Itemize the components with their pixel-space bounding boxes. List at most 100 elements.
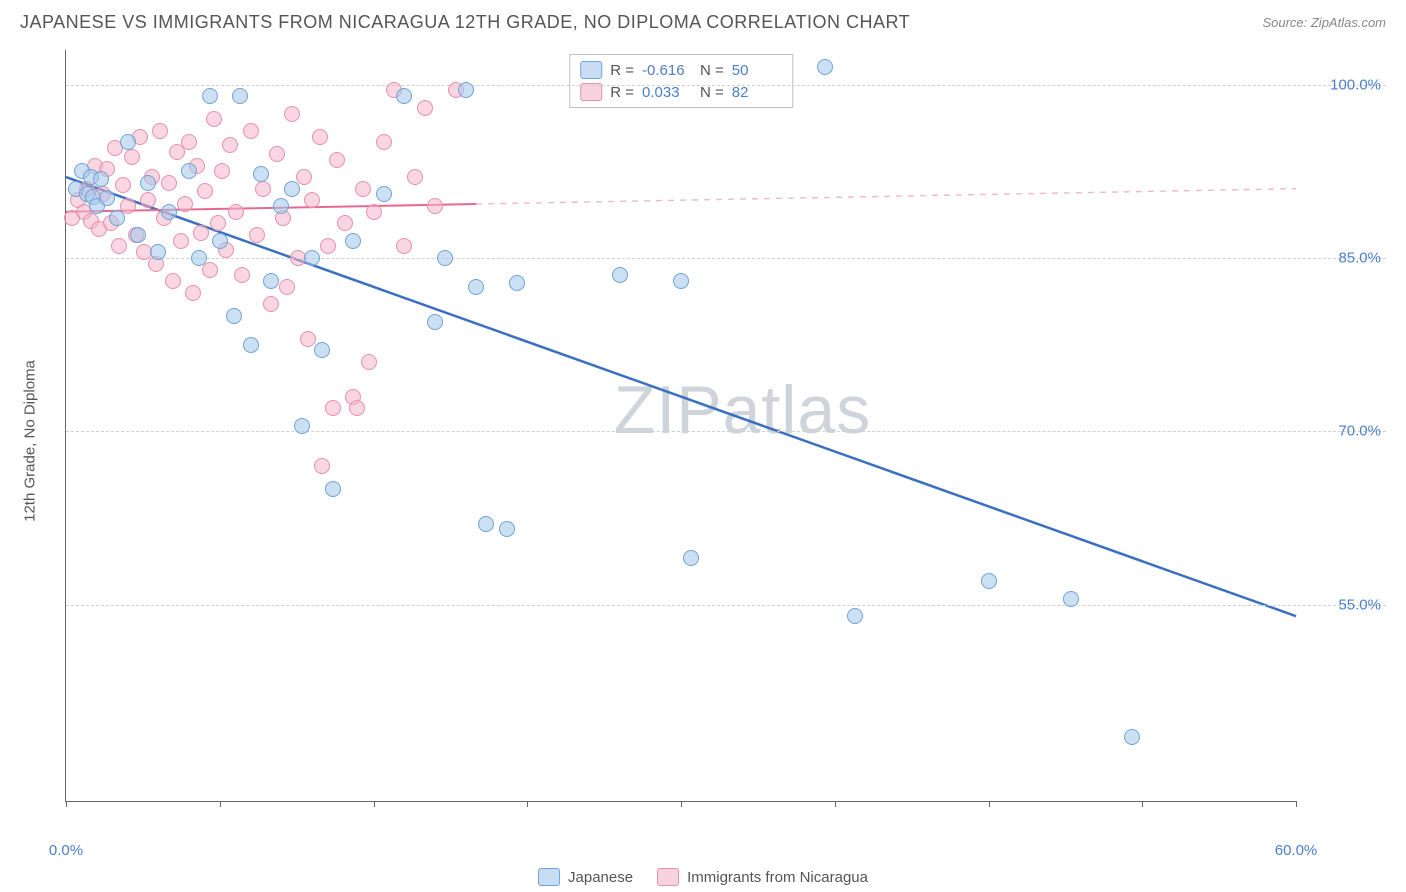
y-tick-label: 100.0% bbox=[1330, 76, 1381, 93]
data-point bbox=[427, 198, 443, 214]
data-point bbox=[109, 210, 125, 226]
data-point bbox=[232, 88, 248, 104]
data-point bbox=[249, 227, 265, 243]
data-point bbox=[499, 521, 515, 537]
data-point bbox=[279, 279, 295, 295]
watermark: ZIPatlas bbox=[614, 371, 871, 449]
legend-item-japanese: Japanese bbox=[538, 868, 633, 886]
data-point bbox=[320, 238, 336, 254]
x-tick bbox=[220, 801, 221, 807]
data-point bbox=[263, 273, 279, 289]
swatch-nicaragua bbox=[580, 83, 602, 101]
data-point bbox=[124, 149, 140, 165]
data-point bbox=[673, 273, 689, 289]
x-tick bbox=[681, 801, 682, 807]
data-point bbox=[509, 275, 525, 291]
x-tick bbox=[1142, 801, 1143, 807]
data-point bbox=[161, 204, 177, 220]
data-point bbox=[304, 250, 320, 266]
data-point bbox=[294, 418, 310, 434]
x-tick bbox=[989, 801, 990, 807]
data-point bbox=[300, 331, 316, 347]
data-point bbox=[314, 342, 330, 358]
data-point bbox=[115, 177, 131, 193]
r-value-nicaragua: 0.033 bbox=[642, 84, 692, 101]
data-point bbox=[478, 516, 494, 532]
r-label: R = bbox=[610, 84, 634, 101]
data-point bbox=[407, 169, 423, 185]
data-point bbox=[273, 198, 289, 214]
data-point bbox=[181, 134, 197, 150]
plot-area: ZIPatlas R = -0.616 N = 50 R = 0.033 N =… bbox=[65, 50, 1296, 802]
data-point bbox=[150, 244, 166, 260]
data-point bbox=[437, 250, 453, 266]
x-tick bbox=[835, 801, 836, 807]
stats-row-japanese: R = -0.616 N = 50 bbox=[580, 59, 782, 81]
data-point bbox=[361, 354, 377, 370]
y-tick-label: 85.0% bbox=[1338, 249, 1381, 266]
data-point bbox=[1124, 729, 1140, 745]
data-point bbox=[234, 267, 250, 283]
series-legend: Japanese Immigrants from Nicaragua bbox=[538, 868, 868, 886]
swatch-japanese bbox=[580, 61, 602, 79]
data-point bbox=[210, 215, 226, 231]
x-tick bbox=[374, 801, 375, 807]
x-tick bbox=[527, 801, 528, 807]
data-point bbox=[243, 337, 259, 353]
gridline bbox=[66, 258, 1386, 259]
y-axis-label: 12th Grade, No Diploma bbox=[22, 360, 39, 522]
data-point bbox=[337, 215, 353, 231]
data-point bbox=[185, 285, 201, 301]
data-point bbox=[140, 192, 156, 208]
data-point bbox=[161, 175, 177, 191]
legend-label-japanese: Japanese bbox=[568, 869, 633, 886]
data-point bbox=[355, 181, 371, 197]
data-point bbox=[165, 273, 181, 289]
trend-lines-layer bbox=[66, 50, 1296, 801]
data-point bbox=[366, 204, 382, 220]
data-point bbox=[304, 192, 320, 208]
data-point bbox=[130, 227, 146, 243]
swatch-nicaragua bbox=[657, 868, 679, 886]
data-point bbox=[191, 250, 207, 266]
data-point bbox=[612, 267, 628, 283]
data-point bbox=[111, 238, 127, 254]
x-tick bbox=[66, 801, 67, 807]
data-point bbox=[140, 175, 156, 191]
y-tick-label: 55.0% bbox=[1338, 596, 1381, 613]
data-point bbox=[284, 181, 300, 197]
data-point bbox=[202, 88, 218, 104]
data-point bbox=[222, 137, 238, 153]
data-point bbox=[325, 481, 341, 497]
data-point bbox=[468, 279, 484, 295]
data-point bbox=[427, 314, 443, 330]
legend-label-nicaragua: Immigrants from Nicaragua bbox=[687, 869, 868, 886]
gridline bbox=[66, 431, 1386, 432]
swatch-japanese bbox=[538, 868, 560, 886]
data-point bbox=[263, 296, 279, 312]
data-point bbox=[214, 163, 230, 179]
data-point bbox=[376, 186, 392, 202]
data-point bbox=[120, 134, 136, 150]
data-point bbox=[197, 183, 213, 199]
data-point bbox=[458, 82, 474, 98]
chart-container: 12th Grade, No Diploma ZIPatlas R = -0.6… bbox=[50, 50, 1386, 832]
data-point bbox=[396, 238, 412, 254]
n-value-japanese: 50 bbox=[732, 62, 782, 79]
data-point bbox=[345, 233, 361, 249]
data-point bbox=[981, 573, 997, 589]
data-point bbox=[243, 123, 259, 139]
data-point bbox=[312, 129, 328, 145]
data-point bbox=[817, 59, 833, 75]
data-point bbox=[206, 111, 222, 127]
data-point bbox=[269, 146, 285, 162]
data-point bbox=[212, 233, 228, 249]
data-point bbox=[376, 134, 392, 150]
data-point bbox=[152, 123, 168, 139]
data-point bbox=[325, 400, 341, 416]
data-point bbox=[349, 400, 365, 416]
r-value-japanese: -0.616 bbox=[642, 62, 692, 79]
y-tick-label: 70.0% bbox=[1338, 423, 1381, 440]
r-label: R = bbox=[610, 62, 634, 79]
data-point bbox=[284, 106, 300, 122]
